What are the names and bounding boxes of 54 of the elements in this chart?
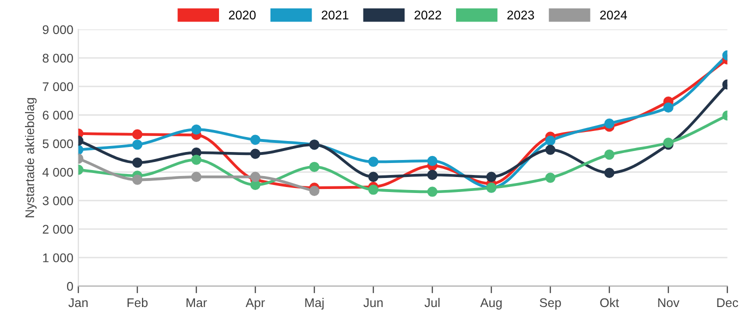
x-tick-label: Feb <box>128 298 148 308</box>
point <box>604 150 614 160</box>
legend-label: 2023 <box>507 10 534 20</box>
point <box>132 129 142 140</box>
legend-label: 2022 <box>414 10 442 20</box>
point <box>604 168 614 178</box>
point <box>368 156 378 167</box>
point <box>427 170 438 180</box>
point <box>368 172 378 182</box>
point <box>309 186 320 196</box>
y-tick-label: 4 000 <box>42 168 73 177</box>
x-tick-label: Nov <box>658 298 680 308</box>
point <box>132 158 142 168</box>
y-tick-label: 2 000 <box>42 224 73 234</box>
x-tick-label: Sep <box>540 298 561 310</box>
point <box>250 148 260 159</box>
y-tick-label: 1 000 <box>43 253 73 262</box>
legend-label: 2020 <box>228 10 256 20</box>
x-tick-label: Dec <box>717 298 738 308</box>
point <box>545 136 556 146</box>
point <box>250 172 260 182</box>
y-tick-label: 9 000 <box>42 25 73 34</box>
point <box>545 144 556 155</box>
x-tick-label: Mar <box>186 298 207 308</box>
point <box>309 162 320 172</box>
x-tick-label: Maj <box>305 298 324 310</box>
point <box>191 154 202 165</box>
y-tick-label: 6 000 <box>42 110 73 120</box>
point <box>191 172 202 182</box>
legend-label: 2024 <box>600 10 627 20</box>
point <box>486 172 496 182</box>
y-tick-label: 5 000 <box>42 139 73 148</box>
legend-label: 2021 <box>322 10 348 20</box>
x-tick-label: Aug <box>480 298 502 310</box>
point <box>132 174 142 185</box>
point <box>427 156 438 166</box>
point <box>604 118 614 129</box>
point <box>368 184 378 195</box>
x-tick-label: Jun <box>363 298 383 308</box>
y-axis-title: Nystartade aktiebolag <box>24 98 37 218</box>
y-tick-label: 0 <box>67 282 73 291</box>
point <box>663 102 674 113</box>
point <box>250 134 260 145</box>
x-tick-label: Apr <box>246 298 265 310</box>
point <box>191 124 202 135</box>
y-tick-label: 3 000 <box>42 196 73 206</box>
x-tick-label: Okt <box>600 298 619 308</box>
x-tick-label: Jan <box>68 298 88 308</box>
y-tick-label: 8 000 <box>42 54 73 63</box>
point <box>427 186 438 197</box>
y-tick-label: 7 000 <box>42 82 73 92</box>
point <box>132 140 142 150</box>
x-tick-label: Jul <box>424 298 440 308</box>
point <box>545 172 556 183</box>
